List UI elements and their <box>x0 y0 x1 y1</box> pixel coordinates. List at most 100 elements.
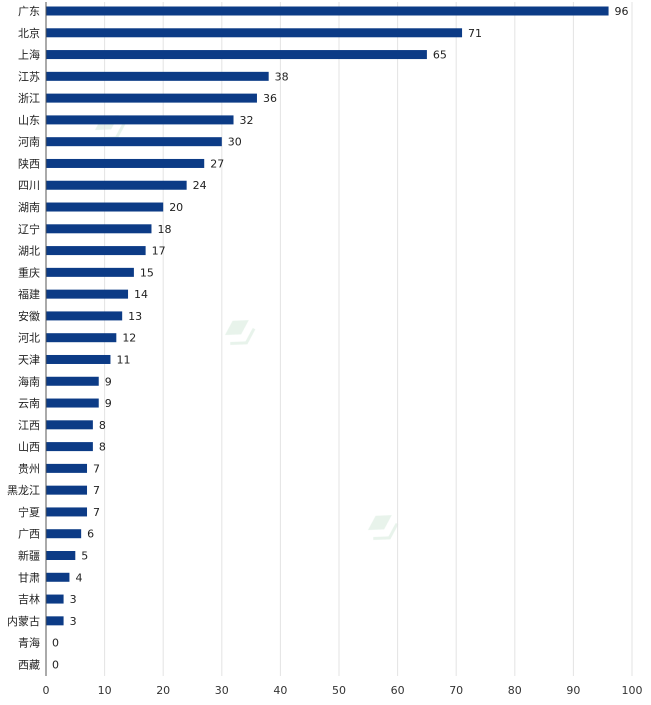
bar <box>46 551 76 560</box>
x-tick-label: 70 <box>449 684 463 697</box>
data-label: 3 <box>70 615 77 628</box>
bar <box>46 420 93 430</box>
category-label: 河北 <box>18 332 40 345</box>
bars <box>46 6 609 626</box>
bar <box>46 71 269 81</box>
data-label: 96 <box>615 5 629 18</box>
data-label: 0 <box>52 658 59 671</box>
category-label: 广西 <box>18 528 40 541</box>
category-label: 西藏 <box>18 658 40 671</box>
data-label: 8 <box>99 441 106 454</box>
data-label: 6 <box>87 528 94 541</box>
bar <box>46 507 88 517</box>
category-label: 北京 <box>18 26 40 40</box>
data-label: 3 <box>70 593 77 606</box>
category-label: 吉林 <box>18 592 40 606</box>
bar <box>46 224 152 234</box>
x-axis-ticks: 0 10 20 30 40 50 60 70 80 90 100 <box>43 684 643 697</box>
x-tick-label: 80 <box>508 684 522 697</box>
category-label: 河南 <box>18 136 40 149</box>
category-label: 江苏 <box>18 70 40 83</box>
bar <box>46 6 609 16</box>
bar <box>46 616 64 626</box>
data-label: 38 <box>275 70 289 83</box>
data-label: 7 <box>93 484 100 497</box>
bar <box>46 333 117 343</box>
bar <box>46 158 205 168</box>
category-label: 黑龙江 <box>7 484 40 497</box>
bar <box>46 398 99 408</box>
bar <box>46 594 64 604</box>
data-label: 7 <box>93 506 100 519</box>
category-label: 江西 <box>18 419 40 432</box>
category-label: 青海 <box>18 636 40 650</box>
bar <box>46 572 70 582</box>
x-tick-label: 20 <box>156 684 170 697</box>
data-label: 0 <box>52 637 59 650</box>
category-label: 山西 <box>18 441 40 454</box>
bar <box>46 376 99 386</box>
category-label: 上海 <box>18 48 40 62</box>
category-label: 海南 <box>18 374 40 388</box>
bar <box>46 289 129 299</box>
category-label: 重庆 <box>18 265 40 279</box>
bar <box>46 202 164 212</box>
category-label: 四川 <box>18 179 40 192</box>
bar <box>46 115 234 125</box>
category-label: 新疆 <box>18 549 40 563</box>
data-label: 27 <box>210 157 224 170</box>
data-label: 4 <box>75 571 82 584</box>
data-label: 12 <box>122 332 136 345</box>
data-label: 17 <box>152 245 166 258</box>
data-label: 20 <box>169 201 183 214</box>
bar <box>46 267 134 277</box>
bar <box>46 50 427 60</box>
category-label: 甘肃 <box>18 571 40 584</box>
x-tick-label: 100 <box>622 684 643 697</box>
watermark-logos <box>95 115 399 540</box>
data-label: 7 <box>93 462 100 475</box>
data-label: 30 <box>228 136 242 149</box>
bar <box>46 28 463 38</box>
category-label: 湖北 <box>18 245 40 258</box>
x-tick-label: 0 <box>43 684 50 697</box>
data-label: 24 <box>193 179 207 192</box>
bar <box>46 463 88 473</box>
data-label: 9 <box>105 397 112 410</box>
data-label: 14 <box>134 288 148 301</box>
bar <box>46 311 123 321</box>
data-label: 13 <box>128 310 142 323</box>
category-labels: 广东北京上海江苏浙江山东河南陕西四川湖南辽宁湖北重庆福建安徽河北天津海南云南江西… <box>7 5 40 671</box>
bar <box>46 354 111 364</box>
data-label: 11 <box>116 353 130 366</box>
bar <box>46 485 88 495</box>
category-label: 福建 <box>18 287 40 301</box>
data-labels: 9671653836323027242018171514131211998877… <box>52 5 629 671</box>
data-label: 9 <box>105 375 112 388</box>
data-label: 71 <box>468 27 482 40</box>
data-label: 32 <box>240 114 254 127</box>
data-label: 8 <box>99 419 106 432</box>
bar <box>46 529 82 539</box>
category-label: 宁夏 <box>18 505 40 519</box>
category-label: 安徽 <box>18 309 40 323</box>
category-label: 陕西 <box>18 156 40 170</box>
x-tick-label: 60 <box>391 684 405 697</box>
bar <box>46 246 146 256</box>
category-label: 山东 <box>18 114 40 127</box>
category-label: 天津 <box>18 353 40 366</box>
bar <box>46 93 257 103</box>
data-label: 15 <box>140 266 154 279</box>
x-tick-label: 40 <box>273 684 287 697</box>
category-label: 湖南 <box>18 201 40 214</box>
x-tick-label: 50 <box>332 684 346 697</box>
gridlines <box>104 2 633 676</box>
data-label: 18 <box>157 223 171 236</box>
x-tick-label: 10 <box>98 684 112 697</box>
category-label: 浙江 <box>18 92 40 105</box>
category-label: 广东 <box>18 5 40 18</box>
bar <box>46 442 93 452</box>
bar <box>46 180 187 190</box>
category-label: 贵州 <box>18 462 40 475</box>
